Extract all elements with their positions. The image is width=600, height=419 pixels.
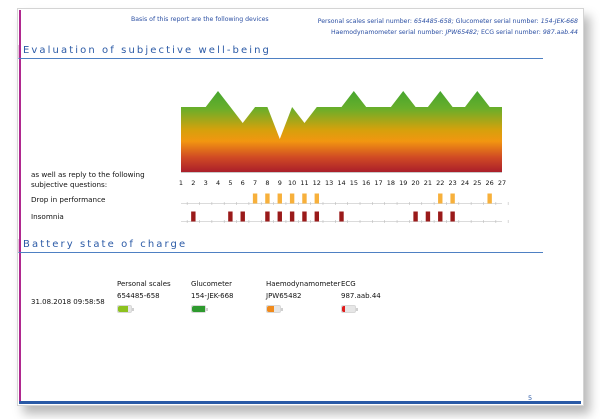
svg-text:9: 9 — [278, 179, 282, 187]
device-name: Glucometer — [191, 280, 232, 288]
svg-text:24: 24 — [461, 179, 469, 187]
svg-text:8: 8 — [265, 179, 269, 187]
svg-text:25: 25 — [473, 179, 481, 187]
drop-in-performance-bars — [181, 193, 509, 205]
svg-text:5: 5 — [228, 179, 232, 187]
svg-text:26: 26 — [486, 179, 494, 187]
left-accent-bar — [19, 10, 21, 403]
svg-text:16: 16 — [362, 179, 370, 187]
svg-text:4: 4 — [216, 179, 220, 187]
svg-text:2: 2 — [191, 179, 195, 187]
x-axis: 1 2 3 4 5 6 7 8 9 10 11 12 13 14 15 16 17 18 19 20 21 22 23 24 2… — [179, 172, 506, 187]
battery-device-glucometer: Glucometer 154-JEK-668 — [191, 278, 234, 313]
svg-text:27: 27 — [498, 179, 506, 187]
device-serial: 987.aab.44 — [341, 292, 381, 300]
haemodynamometer-serial: JPW65482; — [445, 29, 480, 36]
svg-text:20: 20 — [411, 179, 419, 187]
device-serial: 654485-658 — [117, 292, 160, 300]
report-page — [17, 8, 584, 406]
svg-text:3: 3 — [204, 179, 208, 187]
wellbeing-section-title: Evaluation of subjective well-being — [18, 45, 543, 59]
svg-text:10: 10 — [288, 179, 296, 187]
questions-intro: as well as reply to the following subjec… — [31, 170, 145, 189]
page-number: 5 — [528, 394, 533, 402]
insomnia-label: Insomnia — [31, 212, 64, 221]
device-serial: JPW65482 — [266, 292, 302, 300]
drop-in-performance-label: Drop in performance — [31, 195, 106, 204]
bottom-accent-bar — [19, 401, 581, 404]
basis-text: Basis of this report are the following d… — [131, 16, 269, 23]
battery-device-scales: Personal scales 654485-658 — [117, 278, 171, 313]
svg-text:19: 19 — [399, 179, 407, 187]
insomnia-bars — [181, 211, 509, 223]
wellbeing-area — [181, 91, 502, 172]
glucometer-serial: 154-JEK-668 — [540, 18, 578, 25]
device-serials: Personal scales serial number: 654485-65… — [317, 18, 578, 36]
battery-timestamp: 31.08.2018 09:58:58 — [31, 298, 105, 306]
svg-text:11: 11 — [300, 179, 308, 187]
svg-text:17: 17 — [374, 179, 382, 187]
svg-text:12: 12 — [313, 179, 321, 187]
svg-text:15: 15 — [350, 179, 358, 187]
svg-text:18: 18 — [387, 179, 395, 187]
battery-icon — [266, 305, 283, 313]
battery-icon — [191, 305, 208, 313]
device-name: Haemodynamometer — [266, 280, 341, 288]
svg-text:23: 23 — [448, 179, 456, 187]
svg-text:21: 21 — [424, 179, 432, 187]
battery-device-ecg: ECG 987.aab.44 — [341, 278, 381, 313]
battery-icon — [341, 305, 358, 313]
svg-text:22: 22 — [436, 179, 444, 187]
svg-text:1: 1 — [179, 179, 183, 187]
device-serial: 154-JEK-668 — [191, 292, 234, 300]
device-name: Personal scales — [117, 280, 171, 288]
scales-serial: 654485-658; — [413, 18, 454, 25]
battery-section-title: Battery state of charge — [18, 239, 543, 253]
device-name: ECG — [341, 280, 356, 288]
svg-text:7: 7 — [253, 179, 257, 187]
ecg-serial: 987.aab.44 — [542, 29, 578, 36]
svg-text:6: 6 — [241, 179, 245, 187]
battery-icon — [117, 305, 134, 313]
svg-text:13: 13 — [325, 179, 333, 187]
svg-text:14: 14 — [337, 179, 345, 187]
battery-device-haemodynamometer: Haemodynamometer JPW65482 — [266, 278, 340, 313]
